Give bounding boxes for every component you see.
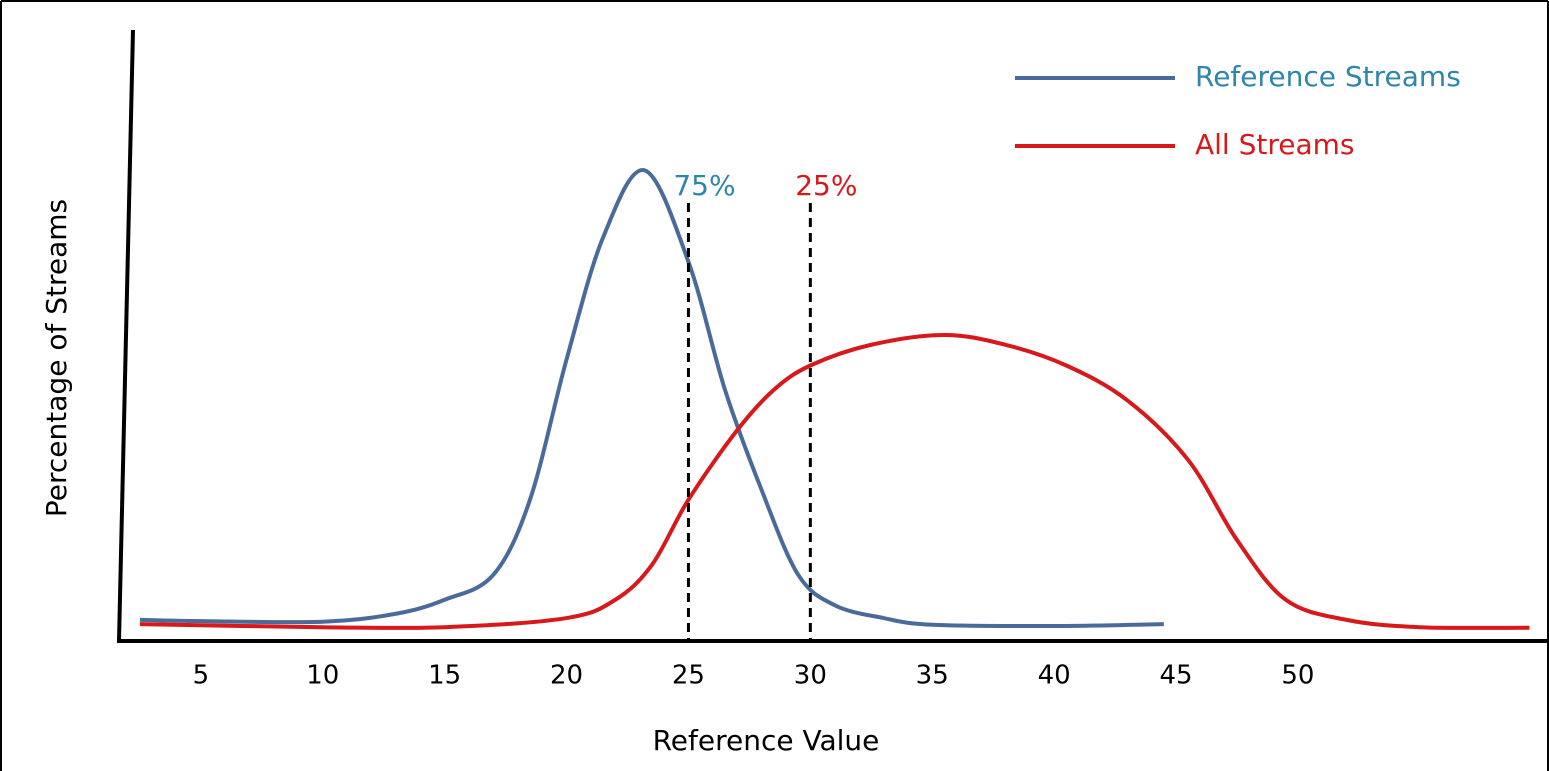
series-line: [139, 168, 1164, 629]
x-tick-label: 10: [306, 661, 339, 691]
x-tick-label: 15: [428, 661, 461, 691]
legend-label: All Streams: [1195, 128, 1355, 161]
x-tick-label: 5: [193, 661, 210, 691]
x-tick-label: 30: [794, 661, 827, 691]
marker-label: 25%: [795, 169, 857, 202]
x-tick-label: 50: [1281, 661, 1314, 691]
y-axis-title: Percentage of Streams: [40, 199, 73, 517]
x-tick-label: 25: [672, 661, 705, 691]
x-tick-label: 20: [550, 661, 583, 691]
series-line: [139, 332, 1530, 630]
marker-label: 75%: [673, 169, 735, 202]
x-tick-label: 45: [1159, 661, 1192, 691]
x-tick-label: 35: [916, 661, 949, 691]
legend-label: Reference Streams: [1195, 60, 1461, 93]
y-axis: [117, 29, 135, 642]
x-tick-label: 40: [1038, 661, 1071, 691]
x-axis-title: Reference Value: [653, 724, 880, 757]
